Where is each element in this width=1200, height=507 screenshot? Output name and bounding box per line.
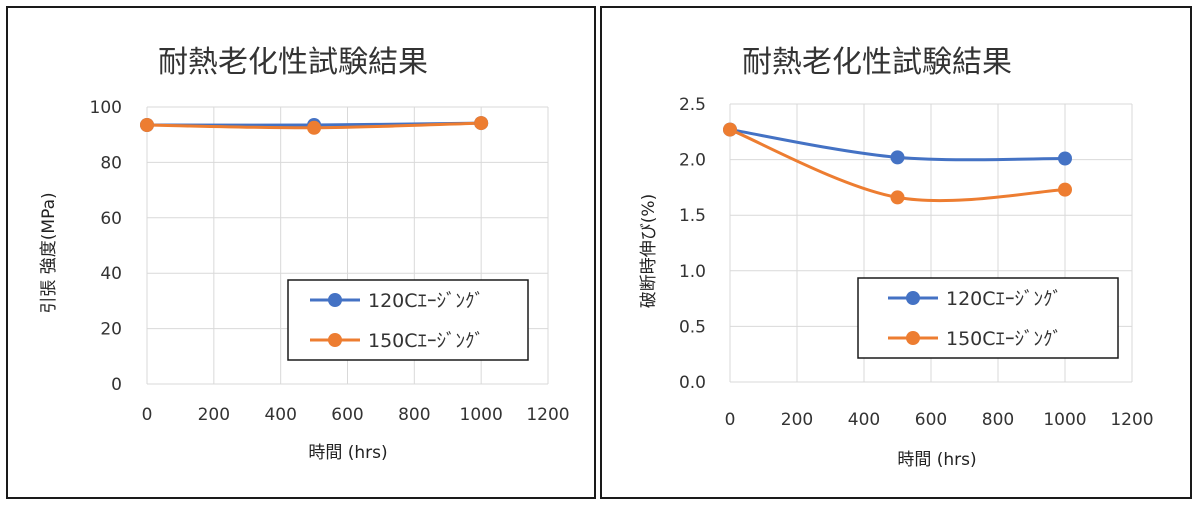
- x-axis-label: 時間 (hrs): [897, 450, 976, 470]
- legend: 120Cｴｰｼﾞﾝｸﾞ 150Cｴｰｼﾞﾝｸﾞ: [287, 279, 529, 361]
- data-point-series-2: [723, 122, 737, 137]
- y-tick-label: 60: [100, 209, 122, 229]
- tensile-strength-chart: 耐熱老化性試験結果 時間 (hrs) 引張 強度(MPa) 120Cｴｰｼﾞﾝｸ…: [39, 45, 570, 463]
- x-axis-label: 時間 (hrs): [308, 443, 387, 463]
- legend-label-series-2: 150Cｴｰｼﾞﾝｸﾞ: [368, 330, 484, 352]
- x-tick-label: 0: [142, 405, 153, 425]
- legend: 120Cｴｰｼﾞﾝｸﾞ 150Cｴｰｼﾞﾝｸﾞ: [857, 277, 1119, 359]
- legend-marker-series-2: [328, 333, 342, 347]
- data-point-series-2: [1058, 182, 1072, 197]
- legend-label-series-2: 150Cｴｰｼﾞﾝｸﾞ: [946, 328, 1062, 350]
- y-tick-label: 1.5: [679, 206, 706, 226]
- legend-label-series-1: 120Cｴｰｼﾞﾝｸﾞ: [368, 290, 484, 312]
- x-tick-label: 1000: [460, 405, 503, 425]
- y-tick-label: 20: [100, 320, 122, 340]
- x-tick-label: 200: [198, 405, 230, 425]
- y-tick-label: 40: [100, 264, 122, 284]
- data-point-series-1: [1058, 151, 1072, 166]
- y-tick-label: 0.5: [679, 317, 706, 337]
- x-tick-label: 800: [982, 410, 1014, 430]
- chart-title: 耐熱老化性試験結果: [158, 45, 428, 80]
- chart-title: 耐熱老化性試験結果: [742, 45, 1012, 80]
- x-tick-label: 200: [781, 410, 813, 430]
- y-tick-label: 80: [100, 153, 122, 173]
- x-tick-label: 1000: [1043, 410, 1086, 430]
- y-tick-label: 2.0: [679, 151, 706, 171]
- y-tick-label: 0.0: [679, 373, 706, 393]
- data-point-series-2: [307, 120, 322, 135]
- legend-marker-series-2: [906, 331, 920, 345]
- y-axis-label: 引張 強度(MPa): [39, 192, 59, 313]
- data-point-series-2: [140, 118, 154, 133]
- y-tick-label: 2.5: [679, 95, 706, 115]
- elongation-chart: 耐熱老化性試験結果 時間 (hrs) 破断時伸び(%) 120Cｴｰｼﾞﾝｸﾞ …: [639, 45, 1154, 470]
- y-axis-label: 破断時伸び(%): [639, 194, 659, 308]
- x-tick-label: 1200: [1110, 410, 1153, 430]
- chart-panel-elongation: 耐熱老化性試験結果 時間 (hrs) 破断時伸び(%) 120Cｴｰｼﾞﾝｸﾞ …: [600, 6, 1192, 499]
- x-tick-label: 400: [848, 410, 880, 430]
- x-tick-label: 600: [331, 405, 363, 425]
- legend-label-series-1: 120Cｴｰｼﾞﾝｸﾞ: [946, 288, 1062, 310]
- legend-marker-series-1: [328, 293, 342, 307]
- x-tick-label: 1200: [526, 405, 569, 425]
- x-tick-label: 800: [398, 405, 430, 425]
- legend-marker-series-1: [906, 291, 920, 305]
- x-tick-label: 600: [915, 410, 947, 430]
- chart-panel-tensile-strength: 耐熱老化性試験結果 時間 (hrs) 引張 強度(MPa) 120Cｴｰｼﾞﾝｸ…: [6, 6, 596, 499]
- data-point-series-2: [474, 116, 489, 131]
- y-tick-label: 0: [111, 375, 122, 395]
- x-tick-label: 400: [264, 405, 296, 425]
- y-tick-label: 1.0: [679, 262, 706, 282]
- y-tick-label: 100: [90, 98, 122, 118]
- data-point-series-2: [890, 190, 905, 205]
- x-tick-label: 0: [725, 410, 736, 430]
- data-point-series-1: [890, 150, 905, 165]
